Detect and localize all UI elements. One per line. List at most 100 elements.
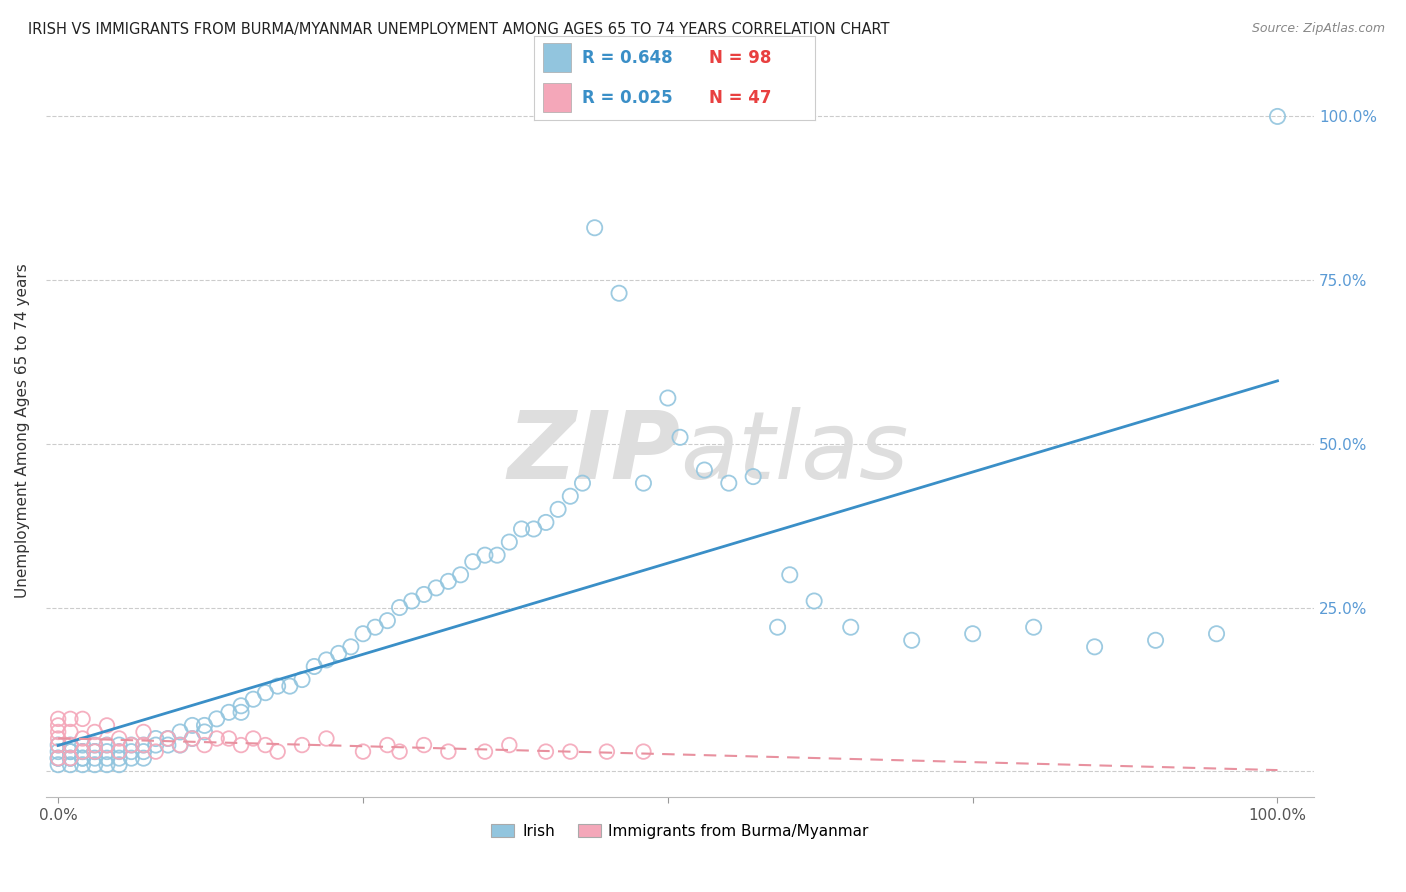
Point bbox=[377, 614, 399, 628]
Text: R = 0.648: R = 0.648 bbox=[582, 49, 672, 67]
Point bbox=[72, 731, 94, 746]
FancyBboxPatch shape bbox=[543, 44, 571, 72]
Point bbox=[474, 745, 496, 759]
Point bbox=[181, 731, 204, 746]
Point bbox=[46, 751, 69, 765]
Point bbox=[413, 587, 436, 601]
Text: Source: ZipAtlas.com: Source: ZipAtlas.com bbox=[1251, 22, 1385, 36]
Point bbox=[83, 757, 105, 772]
Point bbox=[205, 712, 228, 726]
Point bbox=[59, 725, 82, 739]
Point bbox=[291, 673, 314, 687]
Point bbox=[145, 745, 167, 759]
Point bbox=[352, 745, 374, 759]
Point bbox=[534, 516, 557, 530]
Point bbox=[229, 738, 252, 752]
Point bbox=[486, 548, 509, 562]
Point bbox=[839, 620, 862, 634]
Point bbox=[766, 620, 789, 634]
Point bbox=[340, 640, 363, 654]
Point bbox=[108, 731, 131, 746]
Point bbox=[205, 731, 228, 746]
Point bbox=[328, 646, 350, 660]
Point bbox=[46, 738, 69, 752]
Point bbox=[560, 489, 582, 503]
Point bbox=[266, 745, 288, 759]
Text: N = 98: N = 98 bbox=[709, 49, 770, 67]
Point bbox=[96, 738, 118, 752]
Point bbox=[83, 751, 105, 765]
Point bbox=[132, 738, 155, 752]
Point bbox=[254, 738, 277, 752]
Text: IRISH VS IMMIGRANTS FROM BURMA/MYANMAR UNEMPLOYMENT AMONG AGES 65 TO 74 YEARS CO: IRISH VS IMMIGRANTS FROM BURMA/MYANMAR U… bbox=[28, 22, 890, 37]
Point bbox=[46, 745, 69, 759]
Point bbox=[779, 567, 801, 582]
Point bbox=[193, 718, 215, 732]
Point bbox=[59, 757, 82, 772]
Point bbox=[156, 731, 179, 746]
Point bbox=[83, 738, 105, 752]
Text: N = 47: N = 47 bbox=[709, 88, 770, 106]
Text: atlas: atlas bbox=[681, 408, 908, 499]
Point bbox=[218, 706, 240, 720]
Point bbox=[364, 620, 387, 634]
Point bbox=[83, 725, 105, 739]
Point bbox=[218, 731, 240, 746]
Point bbox=[450, 567, 472, 582]
Point bbox=[315, 653, 337, 667]
Point bbox=[669, 430, 692, 444]
Point bbox=[83, 745, 105, 759]
Point bbox=[534, 745, 557, 759]
Point bbox=[83, 745, 105, 759]
Point bbox=[169, 725, 191, 739]
Point bbox=[132, 751, 155, 765]
Point bbox=[46, 751, 69, 765]
Point bbox=[96, 745, 118, 759]
Point bbox=[377, 738, 399, 752]
Point bbox=[46, 751, 69, 765]
Point bbox=[388, 600, 411, 615]
Point bbox=[401, 594, 423, 608]
Point bbox=[315, 731, 337, 746]
Point bbox=[46, 738, 69, 752]
Point bbox=[59, 738, 82, 752]
Point bbox=[59, 745, 82, 759]
Point bbox=[120, 738, 142, 752]
FancyBboxPatch shape bbox=[543, 83, 571, 112]
Point bbox=[717, 476, 740, 491]
Point bbox=[132, 745, 155, 759]
Point bbox=[657, 391, 679, 405]
Text: R = 0.025: R = 0.025 bbox=[582, 88, 672, 106]
Point bbox=[523, 522, 546, 536]
Point bbox=[72, 738, 94, 752]
Point bbox=[83, 738, 105, 752]
Point bbox=[229, 706, 252, 720]
Point bbox=[46, 725, 69, 739]
Point bbox=[169, 738, 191, 752]
Point bbox=[278, 679, 301, 693]
Point bbox=[633, 476, 655, 491]
Point bbox=[156, 731, 179, 746]
Point bbox=[108, 745, 131, 759]
Point bbox=[108, 751, 131, 765]
Point bbox=[96, 718, 118, 732]
Point bbox=[560, 745, 582, 759]
Point bbox=[413, 738, 436, 752]
Point bbox=[181, 731, 204, 746]
Point bbox=[498, 738, 520, 752]
Point bbox=[242, 731, 264, 746]
Point bbox=[693, 463, 716, 477]
Point bbox=[169, 738, 191, 752]
Point bbox=[132, 725, 155, 739]
Point bbox=[96, 738, 118, 752]
Point bbox=[1084, 640, 1107, 654]
Point bbox=[291, 738, 314, 752]
Point bbox=[193, 725, 215, 739]
Point bbox=[59, 738, 82, 752]
Text: ZIP: ZIP bbox=[508, 407, 681, 499]
Point bbox=[633, 745, 655, 759]
Point bbox=[388, 745, 411, 759]
Point bbox=[547, 502, 569, 516]
Point bbox=[145, 738, 167, 752]
Point bbox=[803, 594, 825, 608]
